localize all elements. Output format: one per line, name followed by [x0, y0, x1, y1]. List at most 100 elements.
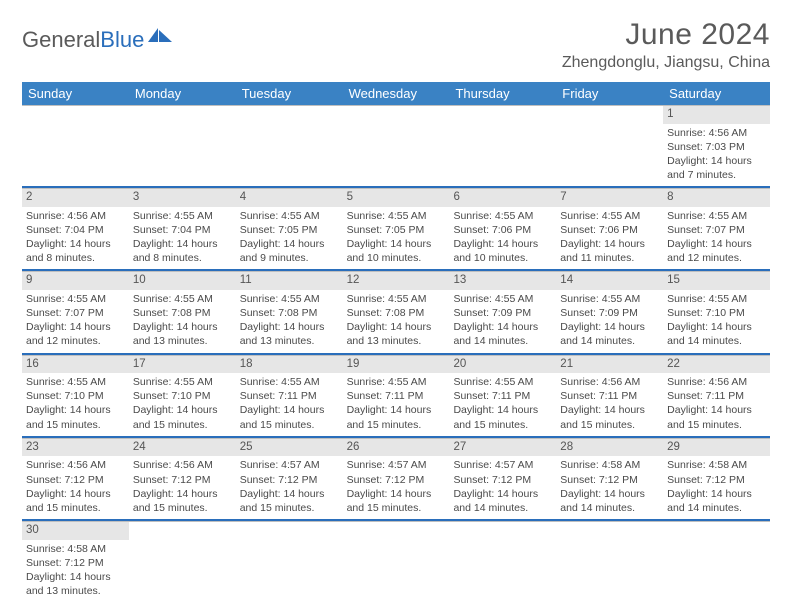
sunrise-text: Sunrise: 4:56 AM: [26, 458, 125, 472]
sunrise-text: Sunrise: 4:55 AM: [560, 209, 659, 223]
day-number: 7: [556, 189, 663, 207]
day-number: 27: [449, 439, 556, 457]
day-header-cell: Wednesday: [343, 82, 450, 105]
daylight-text: Daylight: 14 hours and 15 minutes.: [453, 403, 552, 431]
day-number: 21: [556, 356, 663, 374]
day-cell: [129, 522, 236, 602]
day-number: 14: [556, 272, 663, 290]
sunrise-text: Sunrise: 4:55 AM: [347, 292, 446, 306]
sunset-text: Sunset: 7:03 PM: [667, 140, 766, 154]
day-cell: [236, 106, 343, 186]
sunrise-text: Sunrise: 4:55 AM: [26, 375, 125, 389]
sunrise-text: Sunrise: 4:55 AM: [453, 375, 552, 389]
sunrise-text: Sunrise: 4:57 AM: [240, 458, 339, 472]
logo-text-blue: Blue: [100, 27, 144, 53]
logo-text-general: General: [22, 27, 100, 53]
daylight-text: Daylight: 14 hours and 13 minutes.: [347, 320, 446, 348]
sunrise-text: Sunrise: 4:55 AM: [240, 209, 339, 223]
sunset-text: Sunset: 7:11 PM: [347, 389, 446, 403]
day-cell: 6Sunrise: 4:55 AMSunset: 7:06 PMDaylight…: [449, 189, 556, 269]
sunset-text: Sunset: 7:08 PM: [133, 306, 232, 320]
sunrise-text: Sunrise: 4:55 AM: [347, 375, 446, 389]
daylight-text: Daylight: 14 hours and 7 minutes.: [667, 154, 766, 182]
sunset-text: Sunset: 7:10 PM: [26, 389, 125, 403]
daylight-text: Daylight: 14 hours and 11 minutes.: [560, 237, 659, 265]
sunset-text: Sunset: 7:12 PM: [26, 473, 125, 487]
day-cell: [236, 522, 343, 602]
daylight-text: Daylight: 14 hours and 13 minutes.: [26, 570, 125, 598]
daylight-text: Daylight: 14 hours and 14 minutes.: [667, 320, 766, 348]
daylight-text: Daylight: 14 hours and 15 minutes.: [26, 403, 125, 431]
day-cell: 20Sunrise: 4:55 AMSunset: 7:11 PMDayligh…: [449, 356, 556, 436]
day-cell: 14Sunrise: 4:55 AMSunset: 7:09 PMDayligh…: [556, 272, 663, 352]
day-cell: [556, 106, 663, 186]
daylight-text: Daylight: 14 hours and 13 minutes.: [133, 320, 232, 348]
day-header-cell: Sunday: [22, 82, 129, 105]
sunset-text: Sunset: 7:06 PM: [560, 223, 659, 237]
day-cell: 22Sunrise: 4:56 AMSunset: 7:11 PMDayligh…: [663, 356, 770, 436]
day-header-cell: Monday: [129, 82, 236, 105]
sunrise-text: Sunrise: 4:57 AM: [347, 458, 446, 472]
daylight-text: Daylight: 14 hours and 12 minutes.: [26, 320, 125, 348]
day-cell: 1 Sunrise: 4:56 AMSunset: 7:03 PMDaylight…: [663, 106, 770, 186]
daylight-text: Daylight: 14 hours and 12 minutes.: [667, 237, 766, 265]
sunset-text: Sunset: 7:08 PM: [347, 306, 446, 320]
sunset-text: Sunset: 7:11 PM: [560, 389, 659, 403]
sunrise-text: Sunrise: 4:55 AM: [240, 292, 339, 306]
day-cell: 23Sunrise: 4:56 AMSunset: 7:12 PMDayligh…: [22, 439, 129, 519]
daylight-text: Daylight: 14 hours and 15 minutes.: [133, 487, 232, 515]
sunrise-text: Sunrise: 4:55 AM: [560, 292, 659, 306]
day-number: 17: [129, 356, 236, 374]
day-cell: [343, 522, 450, 602]
sunset-text: Sunset: 7:09 PM: [560, 306, 659, 320]
daylight-text: Daylight: 14 hours and 15 minutes.: [133, 403, 232, 431]
sunset-text: Sunset: 7:12 PM: [560, 473, 659, 487]
day-cell: 3Sunrise: 4:55 AMSunset: 7:04 PMDaylight…: [129, 189, 236, 269]
day-number: 29: [663, 439, 770, 457]
daylight-text: Daylight: 14 hours and 14 minutes.: [453, 487, 552, 515]
day-number: 1: [663, 106, 770, 124]
sunset-text: Sunset: 7:05 PM: [347, 223, 446, 237]
sunrise-text: Sunrise: 4:55 AM: [667, 292, 766, 306]
day-cell: 25Sunrise: 4:57 AMSunset: 7:12 PMDayligh…: [236, 439, 343, 519]
sunset-text: Sunset: 7:05 PM: [240, 223, 339, 237]
sunrise-text: Sunrise: 4:55 AM: [133, 209, 232, 223]
logo: GeneralBlue: [22, 26, 174, 54]
sunset-text: Sunset: 7:12 PM: [453, 473, 552, 487]
calendar: SundayMondayTuesdayWednesdayThursdayFrid…: [22, 82, 770, 602]
day-cell: 21Sunrise: 4:56 AMSunset: 7:11 PMDayligh…: [556, 356, 663, 436]
sunset-text: Sunset: 7:12 PM: [347, 473, 446, 487]
day-cell: 4Sunrise: 4:55 AMSunset: 7:05 PMDaylight…: [236, 189, 343, 269]
day-cell: 9Sunrise: 4:55 AMSunset: 7:07 PMDaylight…: [22, 272, 129, 352]
day-header-cell: Tuesday: [236, 82, 343, 105]
day-number: 13: [449, 272, 556, 290]
daylight-text: Daylight: 14 hours and 10 minutes.: [453, 237, 552, 265]
week-row: 23Sunrise: 4:56 AMSunset: 7:12 PMDayligh…: [22, 438, 770, 521]
day-number: 20: [449, 356, 556, 374]
sunset-text: Sunset: 7:09 PM: [453, 306, 552, 320]
day-number: 28: [556, 439, 663, 457]
day-cell: 11Sunrise: 4:55 AMSunset: 7:08 PMDayligh…: [236, 272, 343, 352]
daylight-text: Daylight: 14 hours and 15 minutes.: [560, 403, 659, 431]
day-number: 10: [129, 272, 236, 290]
day-cell: 27Sunrise: 4:57 AMSunset: 7:12 PMDayligh…: [449, 439, 556, 519]
week-row: 9Sunrise: 4:55 AMSunset: 7:07 PMDaylight…: [22, 271, 770, 354]
day-cell: 26Sunrise: 4:57 AMSunset: 7:12 PMDayligh…: [343, 439, 450, 519]
daylight-text: Daylight: 14 hours and 10 minutes.: [347, 237, 446, 265]
daylight-text: Daylight: 14 hours and 15 minutes.: [240, 403, 339, 431]
daylight-text: Daylight: 14 hours and 15 minutes.: [26, 487, 125, 515]
day-cell: 29Sunrise: 4:58 AMSunset: 7:12 PMDayligh…: [663, 439, 770, 519]
sunrise-text: Sunrise: 4:56 AM: [667, 126, 766, 140]
sunrise-text: Sunrise: 4:55 AM: [133, 292, 232, 306]
logo-sail-icon: [148, 26, 174, 44]
day-cell: [129, 106, 236, 186]
day-number: 26: [343, 439, 450, 457]
daylight-text: Daylight: 14 hours and 14 minutes.: [453, 320, 552, 348]
sunset-text: Sunset: 7:07 PM: [667, 223, 766, 237]
day-number: 8: [663, 189, 770, 207]
sunset-text: Sunset: 7:10 PM: [667, 306, 766, 320]
day-cell: 24Sunrise: 4:56 AMSunset: 7:12 PMDayligh…: [129, 439, 236, 519]
day-header-row: SundayMondayTuesdayWednesdayThursdayFrid…: [22, 82, 770, 105]
sunrise-text: Sunrise: 4:56 AM: [667, 375, 766, 389]
day-cell: 2Sunrise: 4:56 AMSunset: 7:04 PMDaylight…: [22, 189, 129, 269]
